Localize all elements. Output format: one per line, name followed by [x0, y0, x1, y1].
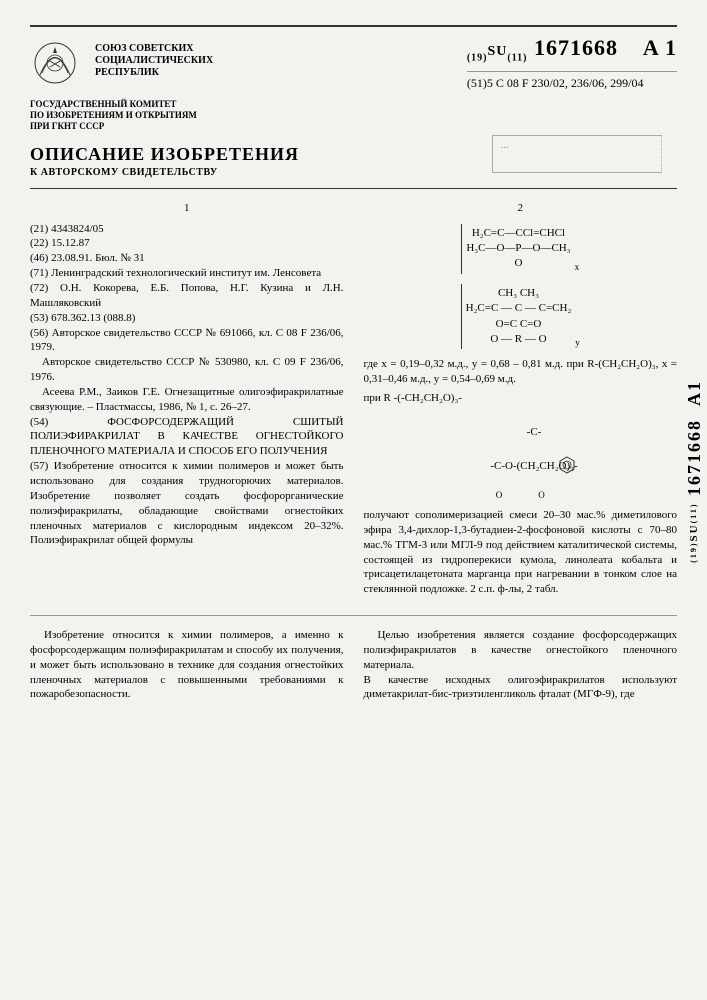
formula3-line2: -C-O-(CH₂CH₂O)₃-: [490, 460, 577, 472]
stamp-box: ...: [492, 135, 662, 173]
chem-formula-1: H₂C=C—CCl=CHCl H₃C—O—P—O—CH₃ O x: [364, 222, 678, 276]
field-54: (54) ФОСФОРСОДЕРЖАЩИЙ СШИТЫЙ ПОЛИЭФИРАКР…: [30, 415, 344, 460]
main-columns: 1 (21) 4343824/05 (22) 15.12.87 (46) 23.…: [30, 201, 677, 597]
field-22: (22) 15.12.87: [30, 236, 344, 251]
chem-formula-2: CH₃ CH₃ H₂C=C — C — C=CH₂ O=C C=O O — R …: [364, 282, 678, 352]
union-label: СОЮЗ СОВЕТСКИХ СОЦИАЛИСТИЧЕСКИХ РЕСПУБЛИ…: [95, 43, 213, 79]
field-71: (71) Ленинградский технологический инсти…: [30, 266, 344, 281]
patent-number: (19)SU(11) 1671668 A 1: [467, 35, 677, 63]
chem-formula-3: -C- -C-O-(CH₂CH₂O)₃- O O: [364, 410, 678, 502]
formula3-line: -C-: [527, 426, 542, 438]
ipc-class: (51)5 C 08 F 230/02, 236/06, 299/04: [467, 71, 677, 91]
field-56b: Авторское свидетельство СССР № 530980, к…: [30, 355, 344, 385]
field-56c: Асеева Р.М., Заиков Г.Е. Огнезащитные ол…: [30, 385, 344, 415]
bottom-columns: Изобретение относится к химии полимеров,…: [30, 615, 677, 702]
column-1: 1 (21) 4343824/05 (22) 15.12.87 (46) 23.…: [30, 201, 344, 597]
top-rule: [30, 25, 677, 27]
field-46: (46) 23.08.91. Бюл. № 31: [30, 251, 344, 266]
header-row: СОЮЗ СОВЕТСКИХ СОЦИАЛИСТИЧЕСКИХ РЕСПУБЛИ…: [30, 35, 677, 91]
field-21: (21) 4343824/05: [30, 222, 344, 237]
bottom-col-2: Целью изобретения является создание фосф…: [364, 628, 678, 702]
patent-page: СОЮЗ СОВЕТСКИХ СОЦИАЛИСТИЧЕСКИХ РЕСПУБЛИ…: [0, 0, 707, 1000]
column-2: 2 H₂C=C—CCl=CHCl H₃C—O—P—O—CH₃ O x CH₃ C…: [364, 201, 678, 597]
side-label: (19)SU(11) 1671668 A1: [684, 380, 705, 563]
where-text: где x = 0,19–0,32 м.д., y = 0,68 – 0,81 …: [364, 357, 678, 387]
field-72: (72) О.Н. Кокорева, Е.Б. Попова, Н.Г. Ку…: [30, 281, 344, 311]
col2-body: получают сополимеризацией смеси 20–30 ма…: [364, 508, 678, 597]
bottom-right-text: Целью изобретения является создание фосф…: [364, 628, 678, 702]
field-57: (57) Изобретение относится к химии полим…: [30, 459, 344, 548]
ussr-emblem-icon: [30, 35, 80, 90]
benzene-ring-icon: [525, 441, 543, 459]
bottom-col-1: Изобретение относится к химии полимеров,…: [30, 628, 344, 702]
field-53: (53) 678.362.13 (088.8): [30, 311, 344, 326]
field-56a: (56) Авторское свидетельство СССР № 6910…: [30, 326, 344, 356]
col2-number: 2: [364, 201, 678, 216]
bottom-left-text: Изобретение относится к химии полимеров,…: [30, 628, 344, 702]
patent-number-block: (19)SU(11) 1671668 A 1 (51)5 C 08 F 230/…: [467, 35, 677, 91]
col1-number: 1: [30, 201, 344, 216]
divider-rule: [30, 188, 677, 189]
pri-text: при R -(-CH₂CH₂O)₃-: [364, 391, 678, 406]
committee-label: ГОСУДАРСТВЕННЫЙ КОМИТЕТ ПО ИЗОБРЕТЕНИЯМ …: [30, 99, 230, 131]
